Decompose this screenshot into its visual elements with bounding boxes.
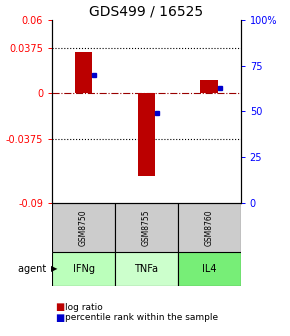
Bar bbox=[52, 203, 115, 252]
Text: GSM8750: GSM8750 bbox=[79, 209, 88, 246]
Bar bbox=[115, 252, 178, 286]
Bar bbox=[52, 252, 115, 286]
Text: TNFa: TNFa bbox=[135, 264, 158, 274]
Bar bbox=[75, 52, 93, 93]
Text: ▶: ▶ bbox=[51, 264, 57, 274]
Text: ■: ■ bbox=[55, 312, 64, 323]
Bar bbox=[115, 203, 178, 252]
Bar bbox=[178, 252, 241, 286]
Title: GDS499 / 16525: GDS499 / 16525 bbox=[89, 5, 204, 19]
Bar bbox=[200, 80, 218, 93]
Text: agent: agent bbox=[18, 264, 49, 274]
Bar bbox=[138, 93, 155, 176]
Text: GSM8760: GSM8760 bbox=[205, 209, 214, 246]
Text: percentile rank within the sample: percentile rank within the sample bbox=[65, 313, 218, 322]
Text: IL4: IL4 bbox=[202, 264, 217, 274]
Bar bbox=[178, 203, 241, 252]
Text: log ratio: log ratio bbox=[65, 303, 103, 312]
Text: IFNg: IFNg bbox=[72, 264, 95, 274]
Text: GSM8755: GSM8755 bbox=[142, 209, 151, 246]
Text: ■: ■ bbox=[55, 302, 64, 312]
